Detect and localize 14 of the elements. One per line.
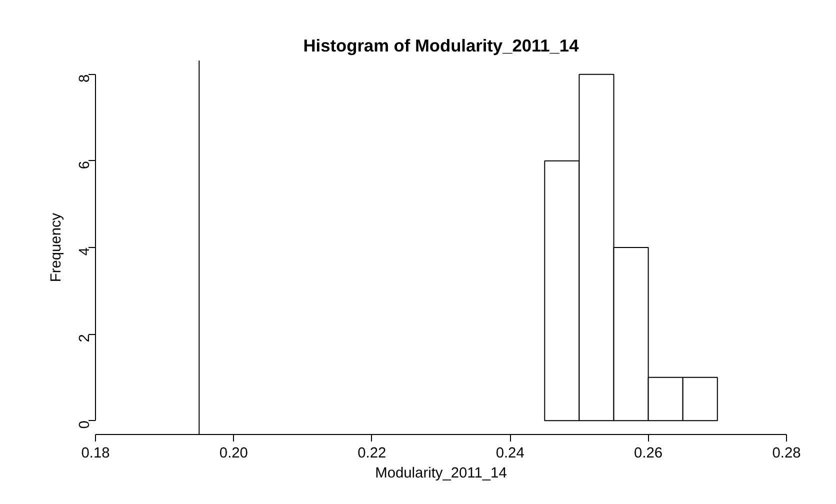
y-tick-label: 4 [77, 247, 93, 256]
y-tick-label: 8 [77, 74, 93, 83]
chart-title: Histogram of Modularity_2011_14 [303, 36, 580, 56]
y-tick-label: 0 [77, 420, 93, 429]
x-tick-label: 0.18 [81, 446, 110, 462]
x-tick-label: 0.20 [219, 446, 248, 462]
x-axis-title: Modularity_2011_14 [375, 466, 507, 482]
y-tick-label: 6 [77, 160, 93, 170]
y-tick-label: 2 [77, 334, 93, 342]
y-axis-title: Frequency [48, 212, 64, 282]
x-tick-label: 0.24 [496, 446, 524, 462]
x-tick-label: 0.26 [634, 446, 663, 462]
x-tick-label: 0.22 [358, 446, 386, 462]
x-tick-label: 0.28 [772, 446, 801, 462]
